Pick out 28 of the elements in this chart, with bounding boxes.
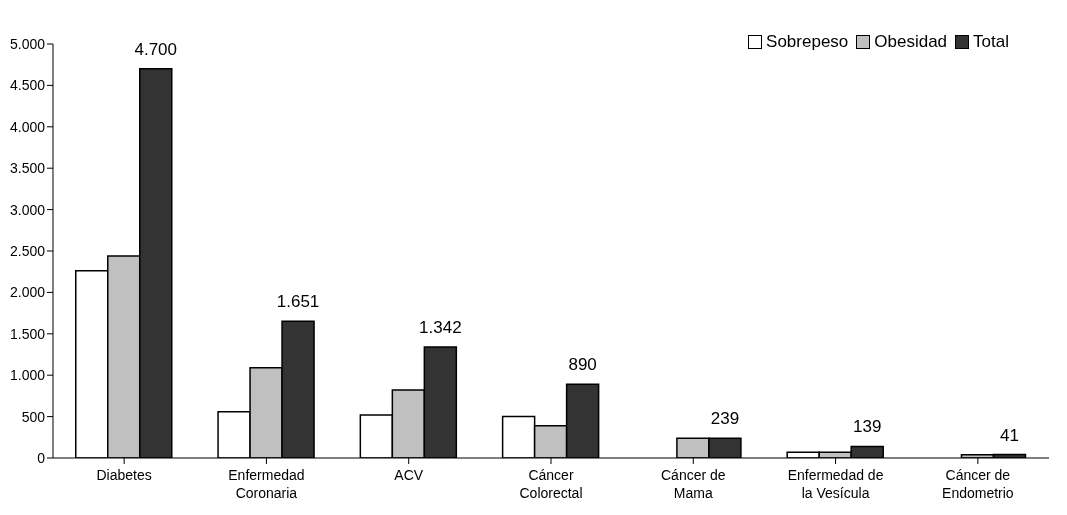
x-tick-label: Enfermedad Coronaria <box>228 467 305 501</box>
data-label: 1.651 <box>276 292 320 312</box>
legend-label: Obesidad <box>873 32 948 52</box>
legend-label: Sobrepeso <box>765 32 849 52</box>
data-label: 890 <box>568 355 597 375</box>
y-tick-label: 4.500 <box>9 77 46 94</box>
y-tick-label: 3.000 <box>9 201 46 218</box>
y-tick-label: 1.500 <box>9 325 46 342</box>
y-tick-label: 2.000 <box>9 284 46 301</box>
x-tick-label: Enfermedad de la Vesícula <box>787 467 884 501</box>
y-tick-label: 4.000 <box>9 118 46 135</box>
x-tick-label: Cáncer de Endometrio <box>942 467 1014 501</box>
y-tick-label: 0 <box>37 449 46 466</box>
data-label: 239 <box>710 409 740 429</box>
data-label: 1.342 <box>419 317 462 337</box>
x-tick-label: ACV <box>394 467 424 483</box>
x-tick-label: Diabetes <box>96 467 152 483</box>
y-tick-label: 3.500 <box>9 160 46 177</box>
data-label: 139 <box>853 417 882 437</box>
x-tick-label: Cáncer Colorectal <box>519 467 583 501</box>
data-label: 4.700 <box>134 39 178 59</box>
y-tick-label: 2.500 <box>9 242 46 259</box>
y-tick-label: 500 <box>21 408 46 425</box>
y-tick-label: 5.000 <box>9 35 46 52</box>
legend-label: Total <box>972 32 1009 52</box>
x-tick-label: Cáncer de Mama <box>660 467 726 501</box>
data-label: 41 <box>1000 425 1019 445</box>
y-tick-label: 1.000 <box>9 367 46 384</box>
